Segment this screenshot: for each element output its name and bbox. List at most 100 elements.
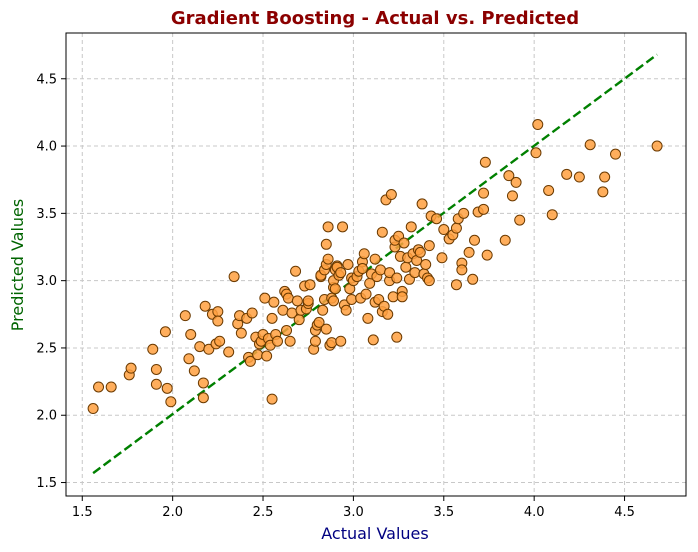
data-point [228, 271, 240, 283]
data-point [469, 234, 481, 246]
y-axis-ticks: 1.5 2.0 2.5 3.0 3.5 4.0 4.5 [36, 72, 66, 491]
data-point [420, 259, 432, 270]
data-point [159, 326, 171, 338]
chart-title: Gradient Boosting - Actual vs. Predicted [171, 8, 579, 29]
data-point [322, 221, 334, 233]
data-point [261, 350, 273, 362]
data-point [203, 343, 215, 355]
x-axis-label: Actual Values [321, 524, 428, 543]
data-point [277, 304, 289, 316]
y-tick-label: 4.0 [36, 140, 57, 155]
data-point [369, 253, 381, 265]
data-point [514, 214, 526, 226]
data-point [93, 381, 105, 393]
data-point [281, 324, 293, 336]
data-point [179, 310, 191, 322]
data-point [337, 221, 349, 233]
data-point [396, 291, 408, 303]
data-point [478, 187, 490, 199]
data-point [398, 237, 410, 249]
y-tick-label: 1.5 [36, 476, 57, 491]
x-tick-label: 2.5 [253, 505, 274, 520]
data-point [212, 306, 224, 318]
data-point [268, 296, 280, 308]
data-point [456, 264, 468, 276]
x-axis-ticks: 1.5 2.0 2.5 3.0 3.5 4.0 4.5 [72, 496, 635, 520]
data-point [546, 209, 558, 221]
data-point [479, 156, 491, 168]
data-point [259, 292, 271, 304]
data-point [458, 207, 470, 219]
data-point [185, 328, 197, 340]
data-point [423, 240, 435, 252]
data-point [651, 140, 663, 152]
x-tick-label: 1.5 [72, 505, 93, 520]
data-point [375, 264, 387, 276]
y-tick-label: 3.5 [36, 207, 57, 222]
data-point [246, 307, 258, 319]
data-point [409, 267, 421, 279]
data-point [510, 176, 522, 188]
data-point [450, 279, 462, 291]
y-tick-label: 4.5 [36, 72, 57, 87]
plot-frame [65, 32, 687, 497]
data-point [478, 203, 490, 215]
data-point [416, 198, 428, 210]
data-point [438, 224, 450, 236]
data-point [599, 171, 611, 183]
data-point [360, 288, 372, 300]
data-point [223, 346, 235, 358]
data-point [499, 234, 511, 246]
data-point [150, 363, 162, 375]
data-point [335, 335, 347, 347]
data-point [387, 291, 399, 303]
data-point [503, 170, 515, 182]
data-point [362, 312, 374, 324]
data-point [87, 403, 99, 415]
y-tick-label: 3.0 [36, 274, 57, 289]
data-point [385, 189, 397, 201]
data-point [450, 222, 462, 234]
data-point [197, 392, 209, 404]
data-point [125, 362, 137, 374]
data-point [284, 335, 296, 347]
data-point [317, 304, 329, 316]
data-point [423, 275, 435, 287]
data-point [532, 119, 544, 131]
data-point [414, 246, 426, 258]
data-point [320, 323, 332, 335]
data-point [328, 295, 340, 307]
data-point [463, 246, 475, 258]
x-tick-label: 2.0 [162, 505, 183, 520]
data-point [584, 139, 596, 151]
data-point [506, 190, 518, 202]
data-point [309, 335, 321, 347]
data-point [561, 168, 573, 180]
data-point [290, 265, 302, 277]
data-point [358, 248, 370, 260]
y-axis-label: Predicted Values [8, 199, 27, 331]
x-tick-label: 4.5 [614, 505, 635, 520]
y-tick-label: 2.0 [36, 409, 57, 424]
data-point [244, 355, 256, 367]
data-point [346, 293, 358, 305]
data-point [105, 381, 117, 393]
data-point [197, 377, 209, 389]
data-point [304, 279, 316, 291]
data-point [326, 337, 338, 349]
data-point [320, 238, 332, 250]
data-point [266, 312, 278, 324]
data-point [271, 335, 283, 347]
data-point [322, 253, 334, 265]
data-point [573, 171, 585, 183]
data-point [342, 259, 354, 270]
data-point [530, 147, 542, 159]
data-point [150, 378, 162, 390]
data-point [302, 295, 314, 307]
data-point [183, 353, 195, 365]
data-point [266, 393, 278, 405]
x-tick-label: 3.5 [433, 505, 454, 520]
data-point [214, 335, 226, 347]
data-point [293, 314, 305, 326]
